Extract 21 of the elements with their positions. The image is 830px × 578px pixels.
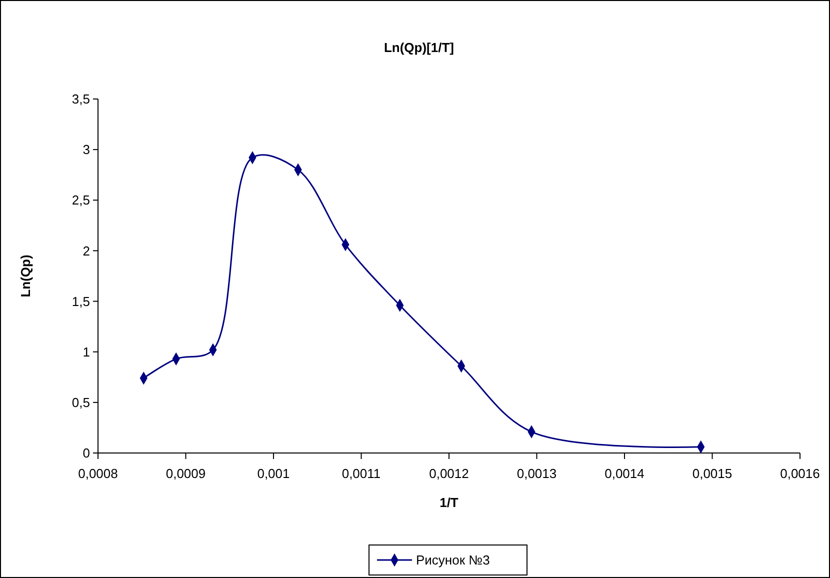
x-tick-label: 0,0016 [780,466,820,481]
x-tick-label: 0,0013 [516,466,557,481]
chart-title: Ln(Qp)[1/T] [384,40,454,55]
y-tick-label: 1 [82,344,90,360]
y-axis-title: Ln(Qp) [18,254,33,298]
y-tick-label: 1,5 [72,294,90,309]
y-tick-label: 3 [82,142,90,158]
x-tick-label: 0,001 [257,466,290,481]
y-tick-label: 0 [82,446,90,461]
y-tick-label: 2 [82,243,90,258]
legend-label: Рисунок №3 [416,552,490,568]
x-axis-title: 1/T [440,495,458,510]
x-tick-label: 0,0009 [166,466,206,481]
x-tick-label: 0,0012 [429,466,469,481]
x-tick-label: 0,0008 [78,466,118,481]
x-tick-label: 0,0015 [692,466,732,481]
x-tick-label: 0,0014 [604,466,644,481]
x-tick-label: 0,0011 [342,466,381,481]
y-tick-label: 2,5 [72,192,90,208]
y-tick-label: 0,5 [72,394,90,410]
y-tick-label: 3,5 [72,92,90,107]
